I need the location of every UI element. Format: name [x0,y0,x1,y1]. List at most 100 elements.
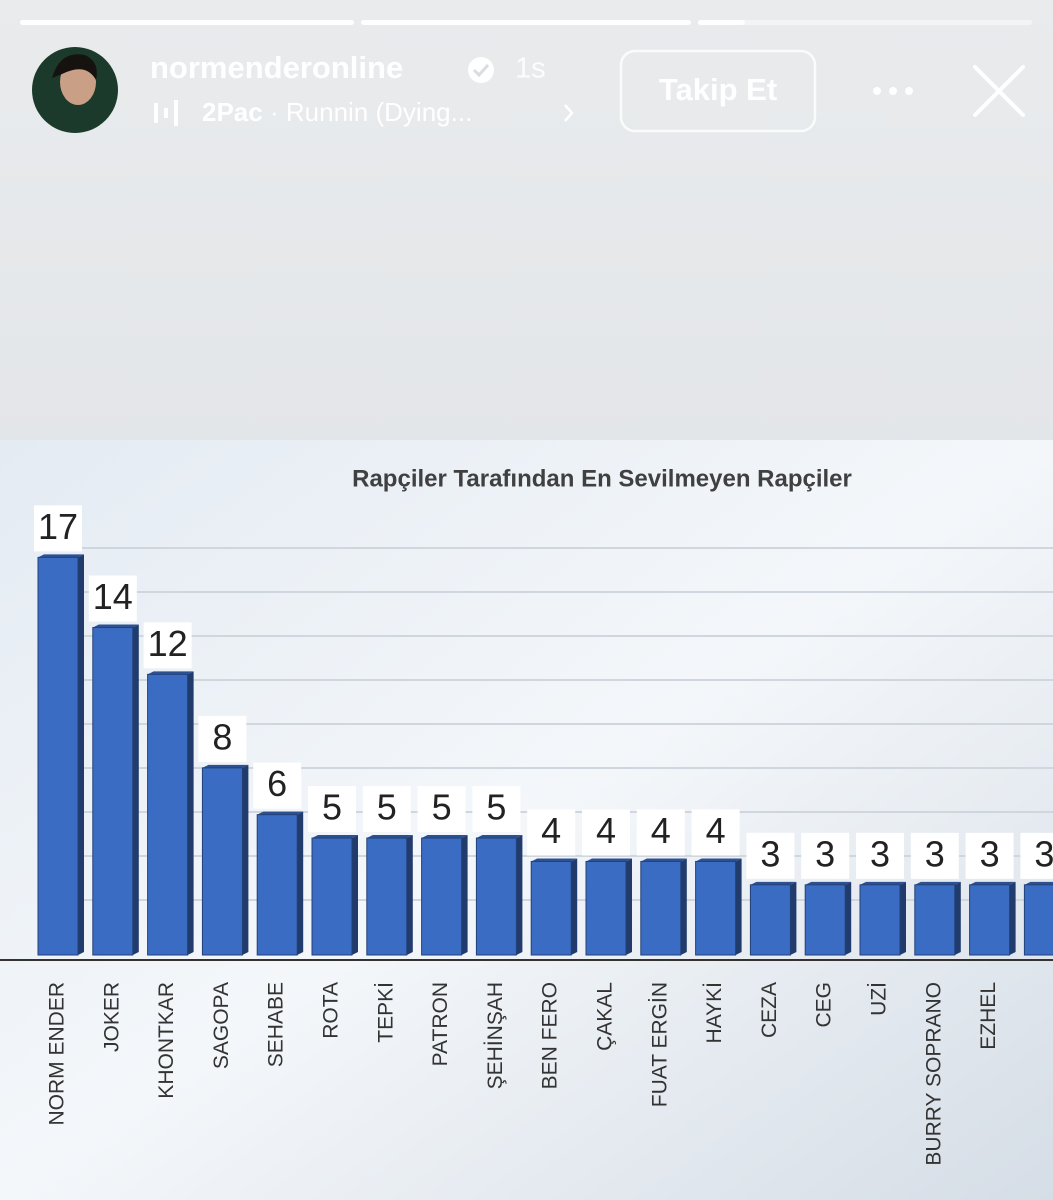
bar [914,884,956,956]
username[interactable]: normenderonline [150,50,403,85]
value-label-box [253,762,302,809]
value-label: 17 [38,506,78,547]
bar-top [914,881,961,885]
value-label: 3 [925,833,945,874]
badge [468,57,494,83]
value-label-box [856,832,904,879]
bar-group [859,881,906,956]
value-label-box [143,622,192,669]
bar-group [640,858,687,956]
bar-side [900,881,906,955]
bar-group [311,835,358,956]
verified-badge [468,57,494,83]
bar-group [147,671,194,956]
value-label: 5 [432,787,452,828]
bar [749,884,791,956]
bar-top [257,811,304,815]
bar [147,673,189,956]
follow-button-label[interactable]: Takip Et [659,72,777,107]
bar-group [695,858,742,956]
follow-button-frame[interactable] [619,49,817,133]
bar [92,627,134,956]
x-tick-label: ROTA [320,982,343,1039]
x-tick-label: TEPKİ [374,982,397,1043]
follow-button[interactable]: Takip Et [619,49,817,133]
bar-side [406,835,413,955]
bar-top [750,881,797,885]
bar-top [586,858,632,862]
value-label-box [472,786,521,833]
music-icon-bar [154,103,158,123]
value-label-box [527,809,576,856]
close-button[interactable] [973,65,1025,117]
dot[interactable] [873,87,881,95]
bar-group [585,858,632,956]
x-tick-label: ÇAKAL [594,982,617,1051]
bar [804,884,846,956]
music-chevron [564,104,574,122]
value-label-box [636,809,685,856]
music-icon-bar [174,100,178,126]
value-label-box [198,715,247,762]
music-icon-bar [164,108,168,118]
value-label: 5 [322,787,342,828]
value-label-box [308,786,356,833]
value-label: 14 [93,576,133,617]
close-stroke[interactable] [973,65,1025,117]
bar-side [297,811,304,955]
bar [969,884,1011,956]
bar [256,814,298,956]
progress-bar [20,20,354,25]
chart-title: Rapçiler Tarafından En Sevilmeyen Rapçil… [352,465,852,492]
badge-check [472,63,490,78]
bar-group [969,881,1016,956]
bar-top [38,554,84,558]
bar-top [695,858,742,862]
music-icon [154,100,178,126]
music-info[interactable]: 2Pac · Runnin (Dying... [202,97,472,127]
bar-side [954,881,961,955]
progress-bar [698,20,1032,25]
bar-side [680,858,687,955]
x-tick-label: PATRON [429,982,452,1066]
bar [859,884,901,956]
post-time: 1s [515,53,546,85]
avatar-hair [52,54,97,80]
avatar[interactable] [32,47,118,133]
bar-top [421,835,468,839]
dot[interactable] [905,87,913,95]
bar [201,767,243,956]
bar-side [461,835,468,955]
x-tick-label: JOKER [100,982,123,1052]
value-label: 6 [267,763,287,804]
bar-side [1009,881,1016,955]
value-label-box [910,832,959,879]
progress-bars [20,20,1032,25]
value-label-box [34,505,82,552]
bar-group [475,835,523,956]
music-artist: 2Pac [202,97,263,127]
bar-group [1023,881,1053,956]
bar-group [804,881,852,956]
dot[interactable] [889,87,897,95]
value-label: 3 [815,833,835,874]
x-tick-label: SAGOPA [210,982,233,1069]
bar-top [476,835,523,839]
value-label: 4 [596,810,616,851]
bar [366,837,408,956]
bar-top [92,624,139,628]
bar [530,860,572,956]
bar-side [187,671,194,955]
bar-group [914,881,961,956]
more-menu[interactable] [873,87,913,95]
bar-side [735,858,742,955]
value-label-box [362,786,411,833]
x-tick-label: ŞEHİNŞAH [484,982,507,1089]
value-label-box [965,832,1014,879]
bar [475,837,517,956]
value-label-box [746,832,795,879]
bar-group [530,858,578,956]
bar-group [421,835,468,956]
value-label: 4 [541,810,561,851]
